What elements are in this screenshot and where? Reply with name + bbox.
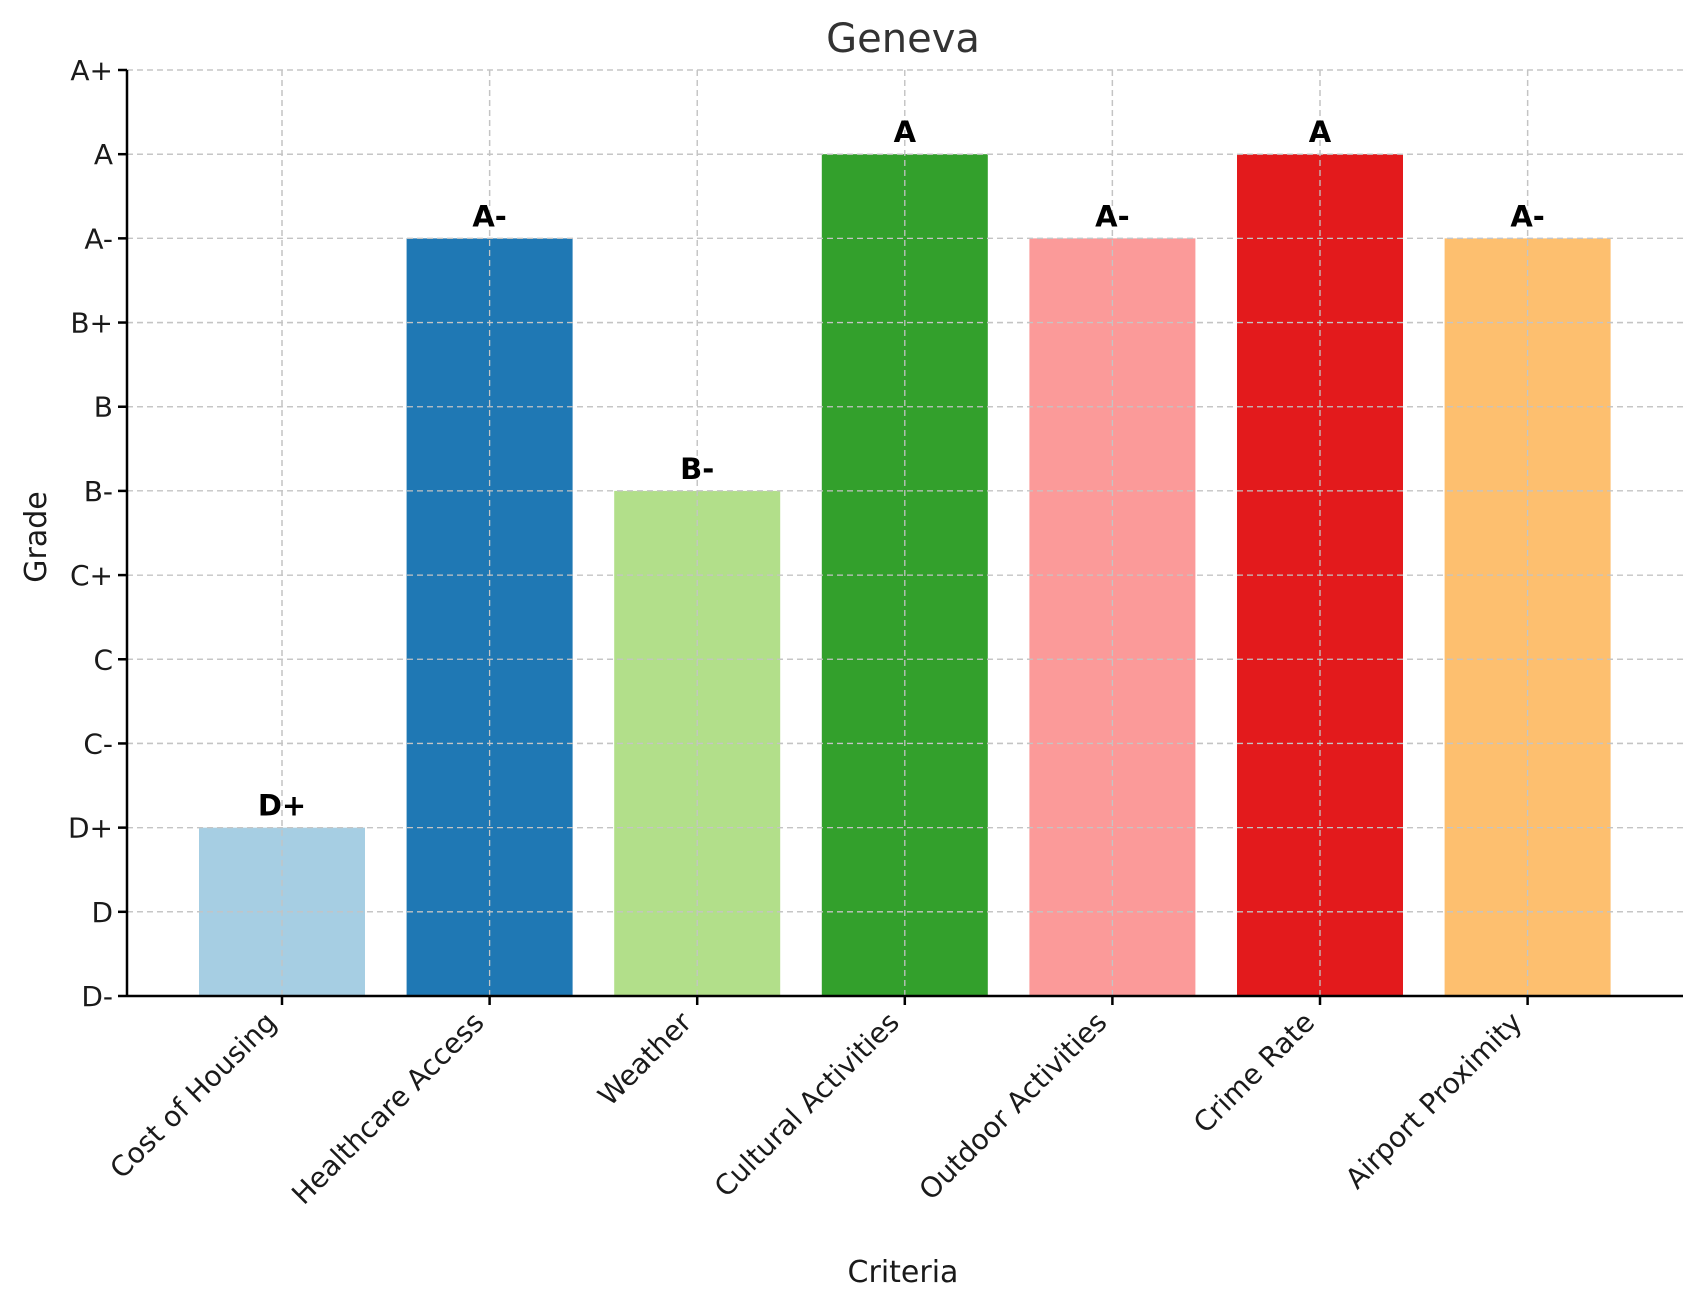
x-tick-label: Weather: [591, 1005, 698, 1112]
x-tick-label: Healthcare Access: [285, 1006, 490, 1211]
x-axis-ticks: Cost of Housing Healthcare Access Weather C…: [103, 996, 1529, 1211]
data-label: B-: [680, 452, 714, 486]
data-label: A-: [1510, 199, 1544, 233]
data-label: A: [1309, 115, 1332, 149]
chart-title: Geneva: [826, 16, 980, 62]
y-tick-label: B: [94, 391, 113, 424]
data-label: A: [894, 115, 917, 149]
data-label: A-: [472, 199, 506, 233]
x-tick-label: Crime Rate: [1187, 1006, 1321, 1140]
data-labels: D+ A- B- A A- A A-: [258, 115, 1545, 822]
grid-lines-overlay: [127, 69, 1683, 997]
x-tick-label: Airport Proximity: [1339, 1006, 1529, 1196]
data-label: A-: [1095, 199, 1129, 233]
y-tick-label: A: [94, 138, 113, 171]
y-tick-label: A-: [84, 222, 113, 255]
y-axis-ticks: D- D D+ C- C C+ B- B B+ A- A A+: [68, 54, 127, 1013]
y-tick-label: C+: [70, 559, 113, 592]
y-axis-label: Grade: [19, 491, 54, 582]
y-tick-label: C: [93, 643, 113, 676]
x-tick-label: Cost of Housing: [103, 1006, 283, 1186]
x-axis-label: Criteria: [848, 1255, 959, 1290]
y-tick-label: B-: [84, 475, 113, 508]
y-tick-label: B+: [70, 307, 113, 340]
y-tick-label: D-: [81, 980, 113, 1013]
x-tick-label: Outdoor Activities: [913, 1006, 1114, 1207]
data-label: D+: [258, 789, 306, 823]
y-tick-label: C-: [83, 727, 113, 760]
x-tick-label: Cultural Activities: [708, 1006, 906, 1204]
y-tick-label: A+: [70, 54, 113, 87]
y-tick-label: D: [91, 896, 113, 929]
y-tick-label: D+: [68, 812, 113, 845]
